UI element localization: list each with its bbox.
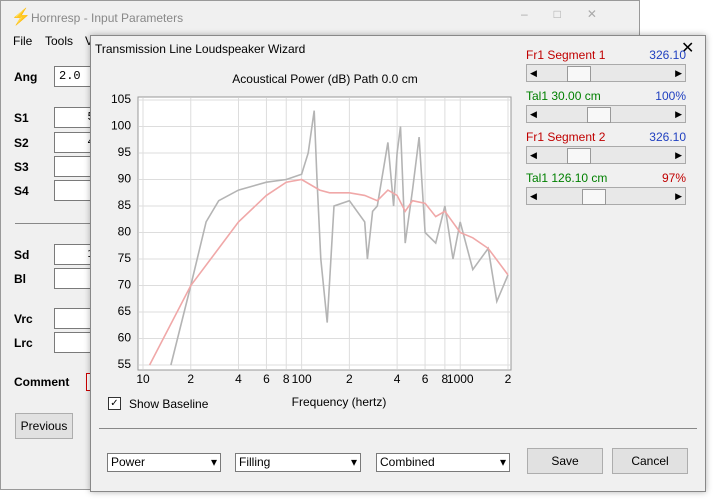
x-tick-label: 2 bbox=[505, 372, 512, 386]
data-line bbox=[148, 178, 509, 366]
slider-label: Fr1 Segment 2 bbox=[526, 130, 606, 144]
window-controls: –□✕ bbox=[521, 7, 623, 21]
chart-title: Acoustical Power (dB) Path 0.0 cm bbox=[232, 72, 417, 86]
close-button[interactable]: ✕ bbox=[681, 40, 695, 57]
field-label: Vrc bbox=[14, 312, 33, 326]
save-button[interactable]: Save bbox=[527, 448, 603, 474]
previous-button[interactable]: Previous bbox=[15, 413, 73, 439]
y-tick-label: 65 bbox=[118, 304, 132, 318]
y-tick-label: 85 bbox=[118, 198, 132, 212]
field-label: Bl bbox=[14, 272, 26, 286]
separator bbox=[99, 428, 697, 429]
y-tick-label: 70 bbox=[118, 278, 132, 292]
slider-value: 326.10 bbox=[649, 48, 686, 62]
x-tick-label: 4 bbox=[235, 372, 242, 386]
x-tick-label: 4 bbox=[394, 372, 401, 386]
field-label: S3 bbox=[14, 160, 29, 174]
y-tick-label: 95 bbox=[118, 145, 132, 159]
slider[interactable]: ◀ ▶ bbox=[526, 187, 686, 205]
x-tick-label: 2 bbox=[346, 372, 353, 386]
y-tick-label: 55 bbox=[118, 357, 132, 371]
plot-area bbox=[137, 96, 512, 371]
y-tick-label: 90 bbox=[118, 172, 132, 186]
dropdown[interactable]: Filling bbox=[235, 453, 361, 472]
x-tick-label: 2 bbox=[187, 372, 194, 386]
menu-file[interactable]: File bbox=[13, 34, 33, 48]
field-label: Sd bbox=[14, 248, 30, 262]
slider[interactable]: ◀ ▶ bbox=[526, 146, 686, 164]
data-line bbox=[170, 110, 509, 366]
y-tick-label: 80 bbox=[118, 225, 132, 239]
x-tick-label: 6 bbox=[422, 372, 429, 386]
menu-tools[interactable]: Tools bbox=[45, 34, 74, 48]
field-label: Comment bbox=[14, 375, 70, 389]
field-label: Lrc bbox=[14, 336, 33, 350]
separator bbox=[15, 223, 95, 224]
x-axis-label: Frequency (hertz) bbox=[292, 395, 387, 409]
field-label: Ang bbox=[14, 70, 38, 84]
y-tick-label: 105 bbox=[111, 92, 131, 106]
x-tick-label: 6 bbox=[263, 372, 270, 386]
x-tick-label: 1000 bbox=[447, 372, 474, 386]
dropdown[interactable]: Combined bbox=[376, 453, 510, 472]
window-title: Hornresp - Input Parameters bbox=[31, 11, 184, 25]
slider-value: 326.10 bbox=[649, 130, 686, 144]
y-tick-label: 60 bbox=[118, 331, 132, 345]
x-tick-label: 8 bbox=[442, 372, 449, 386]
cancel-button[interactable]: Cancel bbox=[612, 448, 688, 474]
x-tick-label: 10 bbox=[136, 372, 150, 386]
checkbox-label[interactable]: Show Baseline bbox=[129, 397, 209, 411]
app-icon: ⚡ bbox=[11, 9, 31, 26]
checkbox[interactable]: ✓ bbox=[108, 397, 121, 410]
y-tick-label: 100 bbox=[111, 119, 131, 133]
dialog-title: Transmission Line Loudspeaker Wizard bbox=[95, 42, 306, 56]
field-label: S2 bbox=[14, 136, 29, 150]
slider-label: Tal1 30.00 cm bbox=[526, 89, 601, 103]
x-tick-label: 100 bbox=[292, 372, 312, 386]
slider[interactable]: ◀ ▶ bbox=[526, 105, 686, 123]
x-tick-label: 8 bbox=[283, 372, 290, 386]
slider-value: 97% bbox=[661, 171, 686, 185]
slider-label: Fr1 Segment 1 bbox=[526, 48, 606, 62]
menu-view[interactable]: V bbox=[85, 34, 94, 48]
field-label: S1 bbox=[14, 111, 29, 125]
slider-label: Tal1 126.10 cm bbox=[526, 171, 608, 185]
y-tick-label: 75 bbox=[118, 251, 132, 265]
slider[interactable]: ◀ ▶ bbox=[526, 64, 686, 82]
slider-value: 100% bbox=[655, 89, 686, 103]
dropdown[interactable]: Power bbox=[107, 453, 221, 472]
field-label: S4 bbox=[14, 184, 29, 198]
